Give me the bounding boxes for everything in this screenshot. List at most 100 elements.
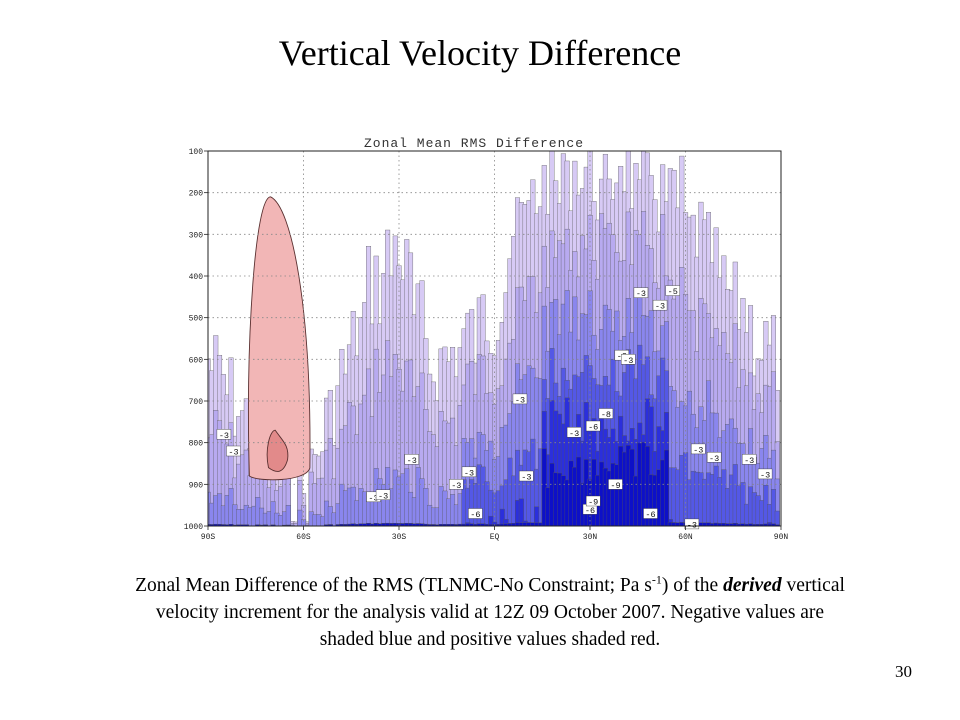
contour-label-box	[706, 452, 722, 463]
contour-label: -3	[636, 289, 646, 299]
contour-label-box	[226, 445, 241, 457]
x-tick-label: 60S	[296, 533, 311, 542]
x-tick-label: EQ	[490, 533, 500, 542]
contour-label: -3	[693, 445, 703, 455]
y-tick-label: 800	[189, 440, 204, 449]
page-number: 30	[895, 662, 912, 681]
negative-column	[301, 519, 307, 526]
contour-label: -3	[515, 395, 525, 405]
contour-label: -6	[588, 423, 598, 433]
y-tick-label: 400	[189, 273, 204, 282]
negative-column	[262, 524, 268, 526]
negative-column	[518, 498, 524, 526]
caption-superscript: -1	[651, 572, 662, 587]
contour-label-box	[665, 285, 680, 296]
contour-label-box	[566, 427, 582, 438]
y-tick-label: 300	[189, 231, 204, 240]
contour-label: -3	[521, 473, 531, 483]
shaded-field	[208, 151, 780, 526]
negative-column	[774, 510, 780, 526]
contour-label-box	[633, 287, 649, 298]
x-tick-label: 90S	[201, 533, 216, 542]
negative-column	[774, 524, 780, 526]
contour-label-box	[691, 443, 706, 455]
caption-part3: vertical velocity increment for the anal…	[155, 575, 845, 650]
contour-label: -3	[228, 448, 238, 458]
contour-labels: -3-3-3-3-3-3-3-6-3-3-3-6-9-6-8-9-3-3-3-3…	[216, 285, 773, 530]
y-tick-label: 500	[189, 315, 204, 324]
y-tick-label: 200	[189, 190, 204, 199]
x-tick-label: 30N	[583, 533, 598, 542]
contour-label: -3	[407, 456, 417, 466]
x-tick-label: 90N	[774, 533, 789, 542]
positive-region	[248, 196, 311, 481]
contour-label: -6	[645, 510, 655, 520]
contour-label: -3	[623, 356, 633, 366]
y-tick-label: 100	[189, 148, 204, 157]
negative-column	[228, 422, 234, 526]
contour-label-box	[598, 408, 614, 419]
chart-figure: -3-3-3-3-3-3-3-6-3-3-3-6-9-6-8-9-3-3-3-3…	[178, 128, 790, 546]
negative-column	[534, 506, 540, 526]
negative-column	[285, 505, 291, 526]
contour-label-box	[468, 508, 483, 519]
contour-label-box	[585, 495, 601, 507]
contour-label: -3	[744, 456, 754, 466]
contour-label: -3	[687, 520, 697, 530]
y-axis: 100 200 300 400 500 600 700 800 900 1000	[184, 148, 208, 532]
contour-label: -6	[470, 510, 480, 520]
contour-label-box	[512, 393, 528, 405]
y-tick-label: 600	[189, 356, 204, 365]
negative-column	[270, 524, 276, 526]
contour-label: -3	[760, 470, 770, 480]
contour-label-box	[519, 470, 534, 482]
negative-column	[297, 480, 303, 526]
contour-label-box	[643, 508, 658, 519]
contour-label: -6	[585, 506, 595, 516]
contour-label-box	[652, 299, 668, 311]
negative-column	[243, 524, 249, 526]
chart-title: Zonal Mean RMS Difference	[364, 136, 584, 151]
contour-label: -9	[610, 481, 620, 491]
negative-column	[327, 524, 333, 526]
contour-label-box	[216, 429, 232, 440]
y-tick-label: 900	[189, 481, 204, 490]
contour-label-box	[621, 354, 636, 365]
contour-label: -3	[709, 454, 719, 464]
x-axis: 90S 60S 30S EQ 30N 60N 90N	[201, 526, 789, 542]
y-tick-label: 1000	[184, 523, 203, 532]
positive-region	[266, 429, 289, 472]
y-tick-label: 700	[189, 398, 204, 407]
negative-column	[664, 449, 669, 526]
negative-column	[541, 448, 547, 526]
slide-title: Vertical Velocity Difference	[278, 33, 682, 73]
contour-label-box	[757, 468, 773, 480]
contour-label-box	[404, 454, 419, 465]
contour-label-box	[375, 489, 391, 500]
x-tick-label: 60N	[678, 533, 693, 542]
heatmap-chart: -3-3-3-3-3-3-3-6-3-3-3-6-9-6-8-9-3-3-3-3…	[184, 136, 789, 542]
contour-label: -3	[219, 431, 229, 441]
contour-label-box	[449, 479, 464, 490]
negative-column	[503, 518, 509, 526]
caption-part1: Zonal Mean Difference of the RMS (TLNMC-…	[135, 575, 652, 596]
x-tick-label: 30S	[392, 533, 407, 542]
contour-label-box	[461, 466, 477, 478]
contour-label-box	[608, 479, 623, 490]
negative-column	[770, 489, 776, 526]
grid-lines	[208, 151, 781, 526]
caption-emphasis: derived	[723, 575, 782, 596]
contour-label: -3	[569, 429, 579, 439]
contour-label: -3	[655, 302, 665, 312]
contour-label: -3	[451, 481, 461, 491]
contour-label-box	[585, 420, 601, 432]
contour-label: -8	[601, 410, 611, 420]
plot-area: -3-3-3-3-3-3-3-6-3-3-3-6-9-6-8-9-3-3-3-3…	[207, 150, 782, 530]
contour-label-box	[684, 518, 700, 530]
figure-caption: Zonal Mean Difference of the RMS (TLNMC-…	[130, 572, 850, 653]
contour-label: -9	[588, 498, 598, 508]
contour-label: -5	[668, 287, 678, 297]
contour-label: -3	[378, 491, 388, 501]
caption-part2: ) of the	[661, 575, 724, 596]
contour-label-box	[741, 454, 757, 465]
